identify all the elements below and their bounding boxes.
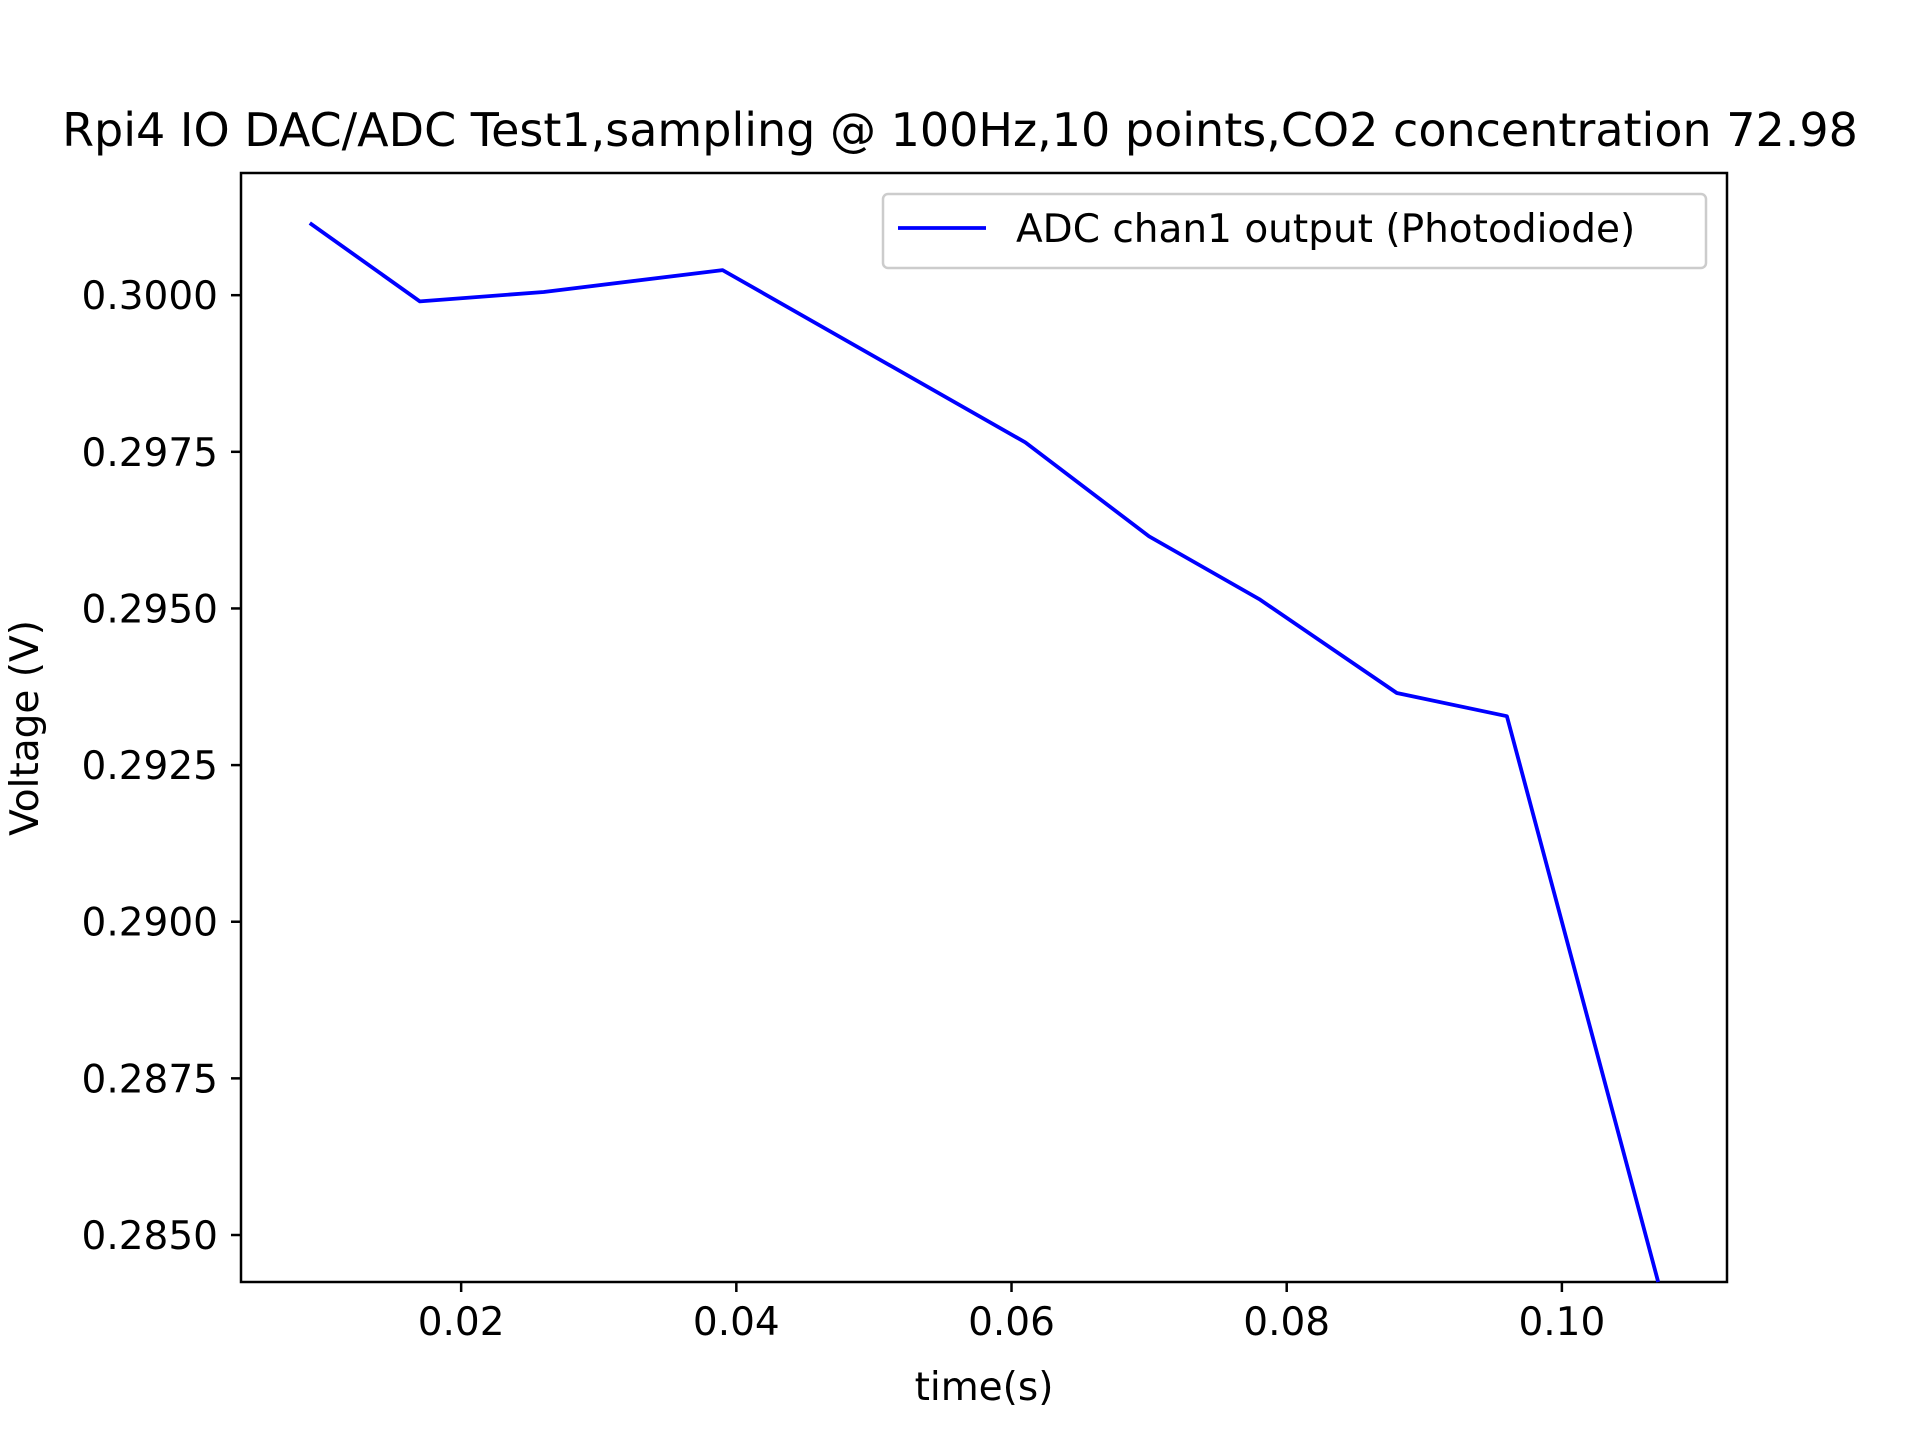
- series-layer: [308, 221, 1661, 1283]
- y-tick-label: 0.3000: [82, 274, 218, 319]
- legend-label: ADC chan1 output (Photodiode): [1016, 207, 1635, 252]
- y-axis-label: Voltage (V): [3, 620, 48, 836]
- x-axis: 0.02 0.04 0.06 0.08 0.10: [418, 1282, 1605, 1345]
- y-tick-label: 0.2875: [82, 1057, 218, 1102]
- chart-title: Rpi4 IO DAC/ADC Test1,sampling @ 100Hz,1…: [62, 103, 1858, 157]
- x-tick-label: 0.06: [968, 1300, 1055, 1345]
- y-tick-label: 0.2900: [82, 901, 218, 946]
- y-axis: 0.2850 0.2875 0.2900 0.2925 0.2950 0.2975 0.30…: [82, 274, 241, 1259]
- series-line-adc-chan1: [308, 221, 1661, 1283]
- x-tick-label: 0.02: [418, 1300, 505, 1345]
- x-axis-label: time(s): [915, 1365, 1054, 1410]
- x-tick-label: 0.08: [1243, 1300, 1330, 1345]
- y-tick-label: 0.2975: [82, 431, 218, 476]
- legend-box: [881, 192, 1708, 270]
- x-tick-label: 0.04: [693, 1300, 780, 1345]
- x-tick-label: 0.10: [1518, 1300, 1605, 1345]
- y-tick-label: 0.2850: [82, 1214, 218, 1259]
- legend: ADC chan1 output (Photodiode): [881, 192, 1708, 270]
- y-tick-label: 0.2925: [82, 744, 218, 789]
- plot-frame: [239, 171, 1729, 1284]
- plot-area: [239, 171, 1729, 1284]
- legend-entries: ADC chan1 output (Photodiode): [898, 207, 1635, 252]
- y-tick-label: 0.2950: [82, 587, 218, 632]
